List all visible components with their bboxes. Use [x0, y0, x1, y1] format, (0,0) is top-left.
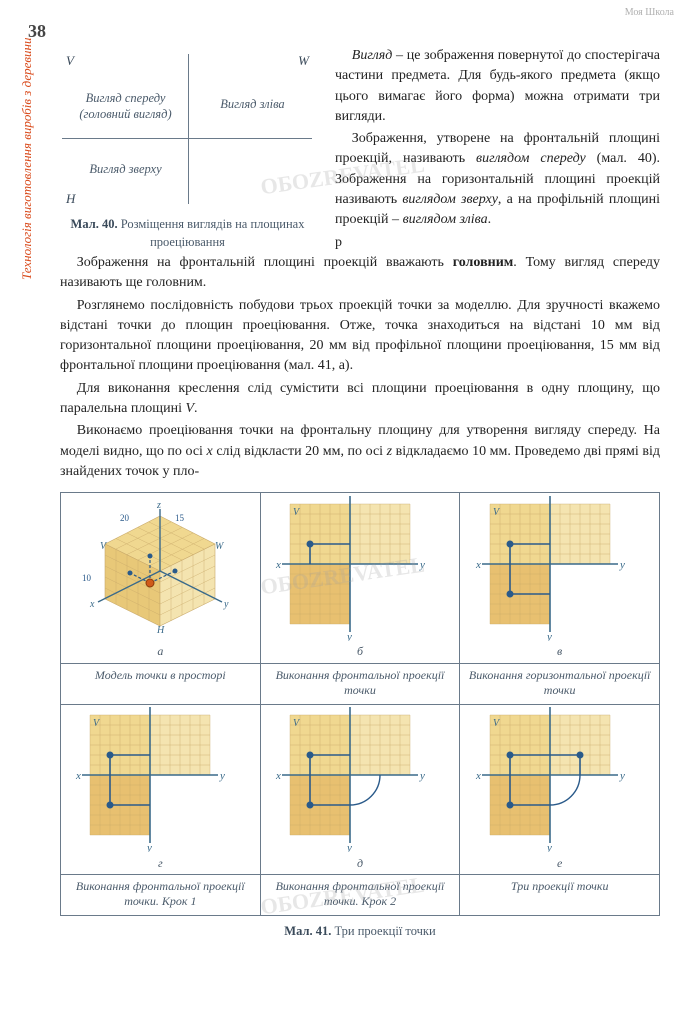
svg-text:x: x — [275, 559, 281, 571]
body-text: Зображення на фронтальній площині проекц… — [60, 253, 660, 482]
cell-caption: Виконання фронтальної проекції точки. Кр… — [61, 874, 260, 915]
cell-caption: Виконання фронтальної проекції точки. Кр… — [261, 874, 460, 915]
svg-text:z: z — [346, 496, 352, 497]
svg-text:z: z — [546, 707, 552, 708]
figure-40: V W H Вигляд спереду(головний вигляд) Ви… — [60, 46, 315, 253]
quadrant-top: Вигляд зверху — [68, 161, 183, 177]
cell-caption: Виконання горизонтальної проекції точки — [460, 663, 659, 704]
label-v: V — [66, 52, 74, 71]
svg-text:y: y — [346, 842, 352, 852]
cell-caption: Три проекції точки — [460, 874, 659, 900]
fig41-cell-v: xyzyV — [460, 493, 659, 643]
sublabel: а — [61, 643, 260, 662]
svg-text:20: 20 — [120, 513, 130, 523]
svg-text:x: x — [475, 770, 481, 782]
figure-40-caption: Мал. 40. Розміщення виглядів на площинах… — [60, 215, 315, 251]
svg-text:y: y — [419, 559, 425, 571]
svg-text:y: y — [619, 770, 625, 782]
fig41-cell-e: xyzyV — [460, 705, 659, 855]
svg-text:y: y — [346, 631, 352, 641]
paragraph: Для виконання креслення слід сумістити в… — [60, 379, 660, 420]
svg-text:y: y — [619, 559, 625, 571]
figure-41-table: z x y V W H 20 15 10 а Модель точки в пр… — [60, 492, 660, 916]
sublabel: е — [460, 855, 659, 874]
svg-text:y: y — [219, 770, 225, 782]
paragraph: Зображення на фронтальній площині проекц… — [60, 253, 660, 294]
svg-text:y: y — [546, 631, 552, 641]
sublabel: д — [261, 855, 460, 874]
figure-41-caption: Мал. 41. Три проекції точки — [60, 922, 660, 940]
fig41-cell-a: z x y V W H 20 15 10 — [61, 493, 260, 643]
svg-text:x: x — [89, 599, 95, 610]
fig41-cell-g: xyzyV — [61, 705, 260, 855]
svg-text:y: y — [546, 842, 552, 852]
side-section-label: Технологія виготовлення виробів з дереви… — [18, 38, 37, 280]
sublabel: б — [261, 643, 460, 662]
svg-text:z: z — [156, 500, 161, 511]
fig41-cell-b: xyzyV — [261, 493, 460, 643]
svg-text:y: y — [419, 770, 425, 782]
svg-text:x: x — [75, 770, 81, 782]
label-h: H — [66, 190, 75, 209]
paragraph: Вигляд – це зображення повернутої до спо… — [335, 46, 660, 127]
svg-text:x: x — [275, 770, 281, 782]
sublabel: в — [460, 643, 659, 662]
quadrant-front: Вигляд спереду(головний вигляд) — [68, 90, 183, 123]
cell-caption: Виконання фронтальної проекції точки — [261, 663, 460, 704]
label-w: W — [298, 52, 309, 71]
paragraph: Виконаємо проеціювання точки на фронталь… — [60, 421, 660, 482]
sublabel: г — [61, 855, 260, 874]
svg-text:W: W — [215, 541, 225, 552]
cell-caption: Модель точки в просторі — [61, 663, 260, 689]
svg-text:15: 15 — [175, 513, 185, 523]
paragraph: Розглянемо послідовність побудови трьох … — [60, 296, 660, 377]
svg-text:z: z — [546, 496, 552, 497]
svg-text:y: y — [146, 842, 152, 852]
fig41-cell-d: xyzyV — [261, 705, 460, 855]
svg-text:H: H — [156, 625, 165, 636]
quadrant-left: Вигляд зліва — [200, 96, 305, 112]
svg-text:z: z — [346, 707, 352, 708]
svg-text:10: 10 — [82, 573, 92, 583]
intro-text: Вигляд – це зображення повернутої до спо… — [335, 46, 660, 253]
paragraph: Зображення, утворене на фронтальній площ… — [335, 129, 660, 230]
svg-text:x: x — [475, 559, 481, 571]
header-logo: Моя Школа — [625, 6, 674, 21]
svg-text:z: z — [146, 707, 152, 708]
svg-text:y: y — [223, 599, 229, 610]
